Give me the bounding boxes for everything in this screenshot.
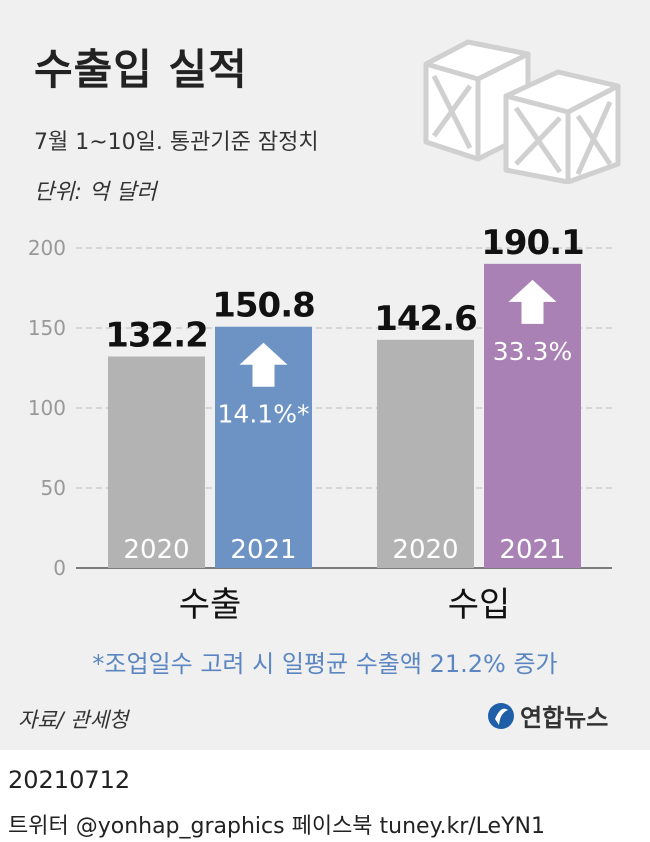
bar-year-label: 2021 — [230, 535, 296, 565]
up-arrow-icon — [239, 342, 288, 387]
chart-title: 수출입 실적 — [34, 45, 248, 94]
category-label: 수입 — [448, 585, 511, 625]
bar-value-label: 150.8 — [212, 286, 315, 326]
bar-value-label: 142.6 — [374, 299, 477, 339]
yonhap-logo: 연합뉴스 — [486, 698, 608, 733]
cargo-boxes-icon — [423, 39, 621, 184]
source-label: 자료/ 관세청 — [18, 708, 129, 732]
category-label: 수출 — [179, 585, 242, 625]
bar-value-label: 132.2 — [105, 315, 208, 355]
yonhap-logo-icon — [488, 702, 514, 729]
y-tick-label: 100 — [28, 396, 66, 420]
bar-year-label: 2020 — [123, 535, 189, 565]
y-tick-label: 200 — [28, 236, 66, 260]
unit-label: 단위: 억 달러 — [34, 180, 157, 205]
logo-text: 연합뉴스 — [520, 704, 609, 732]
y-tick-label: 150 — [28, 316, 66, 340]
bar-change-label: 14.1%* — [218, 400, 310, 429]
bar-value-label: 190.1 — [481, 223, 584, 263]
y-tick-label: 50 — [41, 476, 66, 500]
bar-year-label: 2021 — [499, 535, 565, 565]
y-tick-label: 0 — [53, 556, 66, 580]
bar — [377, 339, 474, 568]
bar — [108, 356, 205, 568]
footnote: *조업일수 고려 시 일평균 수출액 21.2% 증가 — [92, 650, 558, 678]
chart-subtitle: 7월 1~10일. 통관기준 잠정치 — [34, 130, 319, 155]
publish-date: 20210712 — [8, 766, 131, 794]
bar-year-label: 2020 — [392, 535, 458, 565]
social-credit: 트위터 @yonhap_graphics 페이스북 tuney.kr/LeYN1 — [8, 814, 545, 839]
trade-bar-chart: 0 50 100 150 200 132.2 2020 150.8 2021 14.1%* 수출 14… — [28, 223, 612, 625]
up-arrow-icon — [508, 279, 557, 324]
bar-change-label: 33.3% — [493, 337, 572, 366]
